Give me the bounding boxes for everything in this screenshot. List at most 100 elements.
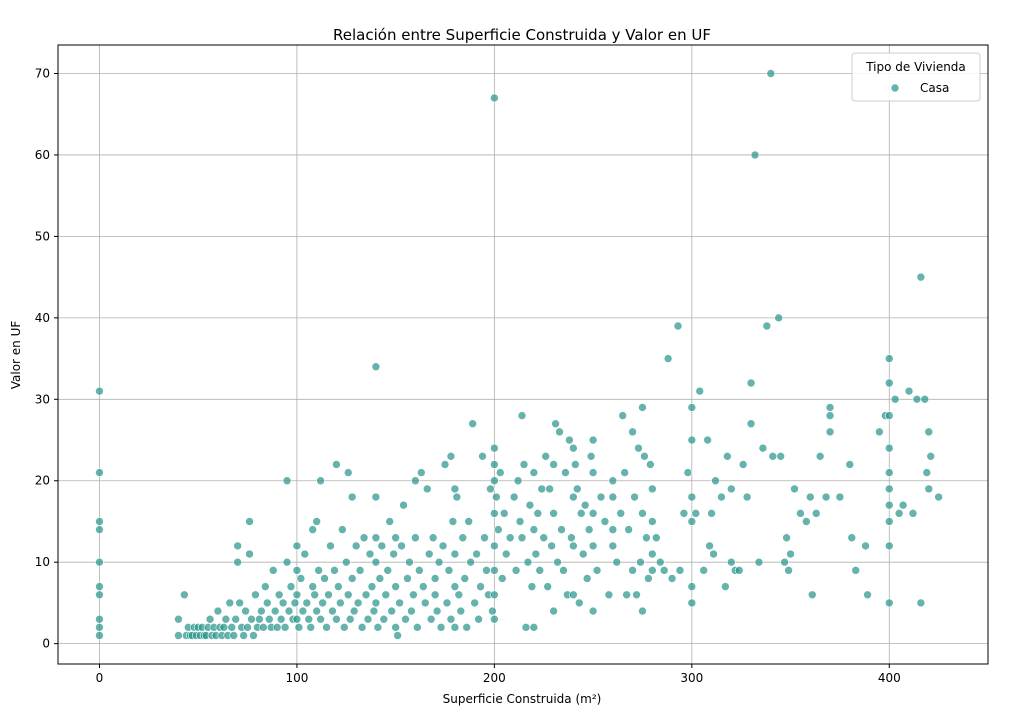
scatter-point (379, 614, 389, 624)
scatter-point (407, 606, 416, 616)
scatter-point (780, 557, 789, 567)
scatter-point (861, 541, 870, 551)
y-tick-label: 10 (35, 555, 50, 569)
legend-entry-casa: Casa (920, 81, 949, 95)
scatter-point (884, 378, 894, 388)
scatter-point (369, 606, 379, 616)
x-axis-label: Superficie Construida (m²) (443, 692, 602, 706)
scatter-point (251, 590, 260, 600)
scatter-point (588, 468, 598, 477)
scatter-point (308, 582, 318, 591)
scatter-point (557, 525, 566, 534)
scatter-point (916, 598, 926, 608)
scatter-point (527, 582, 537, 591)
scatter-point (667, 574, 677, 583)
scatter-point (807, 590, 817, 600)
scatter-point (821, 492, 831, 502)
scatter-point (470, 598, 479, 608)
scatter-point (302, 598, 312, 608)
scatter-point (490, 443, 499, 453)
scatter-point (721, 582, 730, 591)
scatter-point (547, 541, 556, 551)
scatter-point (796, 509, 805, 518)
scatter-point (584, 525, 594, 534)
scatter-point (920, 394, 930, 404)
scatter-point (444, 566, 454, 575)
scatter-point (746, 378, 756, 388)
scatter-point (357, 623, 367, 632)
scatter-point (411, 476, 420, 486)
scatter-point (395, 598, 404, 608)
scatter-point (95, 614, 104, 624)
scatter-point (322, 623, 331, 632)
scatter-point (636, 557, 645, 567)
scatter-point (569, 492, 578, 502)
scatter-point (460, 574, 470, 583)
scatter-point (241, 606, 250, 616)
scatter-point (371, 362, 381, 372)
scatter-point (655, 557, 665, 567)
scatter-point (490, 590, 499, 600)
scatter-point (648, 566, 657, 575)
scatter-point (314, 566, 323, 575)
scatter-point (347, 492, 357, 502)
scatter-point (549, 460, 558, 469)
scatter-point (446, 452, 456, 461)
scatter-point (490, 93, 499, 103)
scatter-point (825, 427, 835, 437)
y-tick-label: 40 (35, 311, 50, 325)
scatter-point (541, 452, 551, 461)
scatter-point (924, 484, 934, 494)
scatter-point (521, 623, 531, 632)
scatter-point (815, 452, 825, 461)
scatter-point (754, 557, 764, 567)
scatter-point (608, 476, 618, 486)
scatter-point (292, 590, 302, 600)
scatter-point (359, 533, 369, 543)
scatter-point (531, 549, 541, 559)
scatter-point (630, 492, 639, 502)
scatter-point (262, 598, 272, 608)
x-tick-label: 200 (483, 671, 506, 685)
scatter-point (205, 614, 215, 624)
scatter-point (490, 460, 499, 469)
scatter-point (758, 443, 768, 453)
scatter-point (565, 435, 574, 445)
scatter-point (742, 492, 752, 502)
scatter-point (294, 623, 304, 632)
scatter-point (464, 517, 474, 526)
scatter-point (543, 582, 552, 591)
scatter-point (432, 606, 442, 616)
scatter-point (340, 623, 349, 632)
scatter-point (332, 614, 341, 624)
scatter-point (466, 557, 475, 567)
scatter-point (835, 492, 845, 502)
scatter-point (343, 590, 353, 600)
scatter-point (409, 590, 418, 600)
scatter-point (324, 590, 333, 600)
scatter-point (351, 541, 361, 551)
scatter-point (494, 525, 503, 534)
scatter-point (413, 623, 422, 632)
scatter-point (774, 313, 784, 323)
scatter-point (588, 606, 598, 616)
scatter-point (723, 452, 732, 461)
data-points (95, 69, 943, 640)
x-tick-label: 300 (680, 671, 703, 685)
scatter-point (243, 623, 252, 632)
scatter-point (687, 582, 697, 591)
scatter-point (450, 549, 460, 559)
scatter-point (572, 484, 582, 494)
scatter-point (355, 566, 365, 575)
scatter-point (488, 606, 497, 616)
y-tick-label: 0 (42, 637, 50, 651)
scatter-point (174, 614, 183, 624)
scatter-point (399, 500, 408, 510)
x-tick-label: 0 (96, 671, 104, 685)
scatter-point (458, 533, 468, 543)
scatter-point (505, 533, 515, 543)
scatter-point (490, 614, 499, 624)
scatter-point (884, 411, 894, 420)
scatter-point (480, 533, 489, 543)
